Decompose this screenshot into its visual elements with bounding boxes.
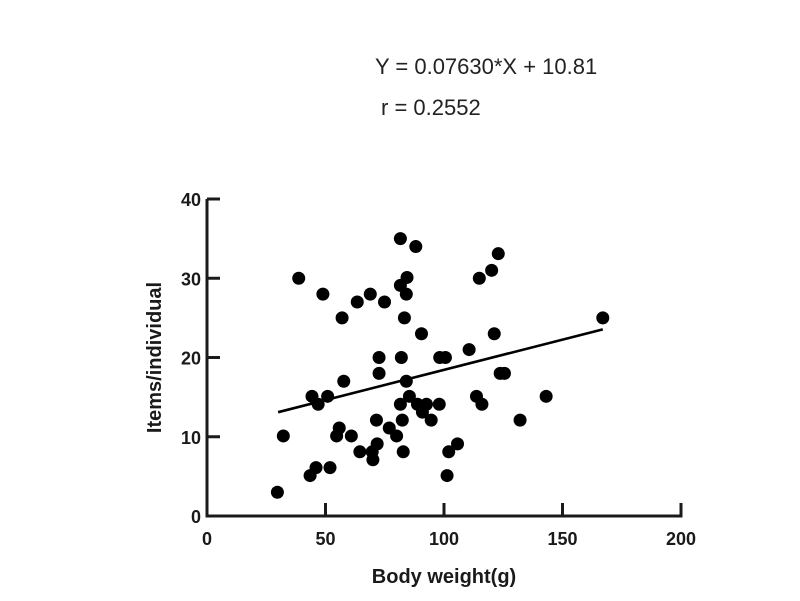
data-point bbox=[475, 397, 489, 411]
data-point bbox=[372, 351, 386, 364]
data-point bbox=[316, 287, 330, 301]
x-tick-label: 200 bbox=[666, 529, 696, 549]
data-point bbox=[394, 351, 408, 364]
data-point bbox=[485, 263, 499, 277]
data-point bbox=[366, 453, 380, 467]
data-point bbox=[451, 437, 465, 451]
data-point bbox=[330, 429, 344, 443]
fit-line bbox=[277, 328, 604, 414]
data-point bbox=[539, 389, 553, 403]
data-point bbox=[393, 232, 407, 246]
data-point bbox=[363, 287, 377, 301]
data-point bbox=[350, 295, 364, 309]
data-point bbox=[276, 429, 290, 443]
data-point bbox=[390, 429, 404, 443]
data-point bbox=[292, 271, 306, 285]
x-tick-label: 0 bbox=[202, 529, 212, 549]
axes bbox=[205, 197, 683, 518]
x-axis-title: Body weight(g) bbox=[372, 566, 516, 588]
data-point bbox=[491, 247, 505, 261]
data-point bbox=[372, 366, 386, 380]
data-point bbox=[513, 413, 527, 427]
data-point bbox=[397, 311, 411, 325]
data-point bbox=[438, 351, 452, 364]
correlation-coefficient: r = 0.2552 bbox=[381, 95, 481, 120]
x-tick-label: 50 bbox=[315, 529, 335, 549]
regression-equation: Y = 0.07630*X + 10.81 bbox=[375, 54, 598, 79]
data-point bbox=[399, 287, 413, 301]
data-point bbox=[335, 311, 349, 325]
data-point bbox=[424, 413, 438, 427]
data-point bbox=[323, 461, 337, 475]
data-point bbox=[442, 445, 456, 459]
data-point bbox=[472, 271, 486, 285]
data-point bbox=[415, 405, 429, 419]
data-point bbox=[409, 240, 423, 254]
data-points bbox=[270, 232, 610, 499]
y-tick-label: 40 bbox=[181, 190, 201, 210]
data-point bbox=[344, 429, 358, 443]
x-tick-label: 150 bbox=[547, 529, 577, 549]
x-tick-label: 100 bbox=[429, 529, 459, 549]
data-point bbox=[396, 445, 410, 459]
data-point bbox=[596, 311, 610, 325]
data-point bbox=[369, 413, 383, 427]
data-point bbox=[487, 327, 501, 341]
data-point bbox=[337, 374, 351, 388]
y-axis-title: Items/individual bbox=[144, 282, 166, 433]
data-point bbox=[414, 327, 428, 341]
regression-line bbox=[277, 328, 604, 414]
data-point bbox=[440, 469, 454, 483]
data-point bbox=[395, 413, 409, 427]
y-tick-label: 0 bbox=[191, 507, 201, 527]
y-tick-label: 20 bbox=[181, 349, 201, 369]
y-tick-label: 30 bbox=[181, 269, 201, 289]
data-point bbox=[393, 397, 407, 411]
data-point bbox=[432, 397, 446, 411]
y-tick-label: 10 bbox=[181, 428, 201, 448]
data-point bbox=[402, 389, 416, 403]
data-point bbox=[497, 366, 511, 380]
axis-labels: 0 10 20 30 40 0 50 100 150 200 Body weight(g) Items… bbox=[144, 190, 696, 588]
data-point bbox=[378, 295, 392, 309]
data-point bbox=[303, 469, 317, 483]
data-point bbox=[462, 343, 476, 357]
data-point bbox=[270, 485, 284, 499]
data-point bbox=[353, 445, 367, 459]
